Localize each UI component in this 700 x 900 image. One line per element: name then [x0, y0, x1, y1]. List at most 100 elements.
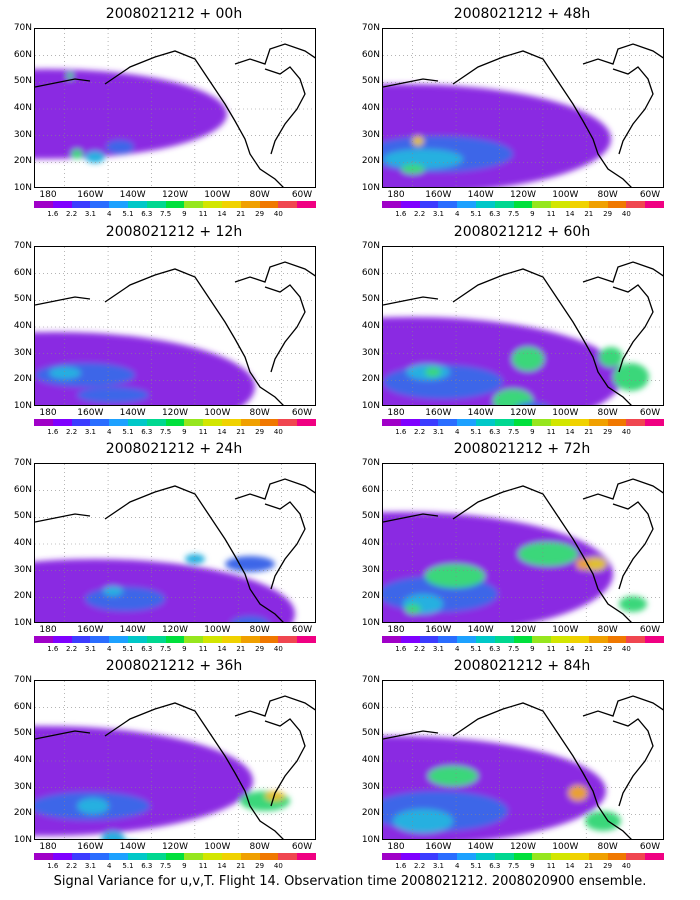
lon-tick-label: 60W: [639, 842, 661, 852]
colorbar-swatch: [297, 636, 316, 643]
colorbar-label: 4: [106, 210, 112, 218]
variance-field: [35, 29, 315, 187]
colorbar-label: 11: [198, 210, 208, 218]
colorbar-label: 29: [603, 428, 613, 436]
lon-tick-label: 100W: [204, 190, 231, 200]
lat-tick-label: 30N: [13, 129, 32, 140]
lon-tick-label: 180: [39, 190, 57, 200]
colorbar-label: 40: [621, 645, 631, 653]
colorbar-label: 21: [584, 862, 594, 870]
lon-tick-label: 160W: [77, 625, 104, 635]
map-area: [382, 246, 664, 406]
colorbar-label: 21: [236, 428, 246, 436]
variance-blob: [85, 587, 165, 611]
colorbar-label: 9: [182, 862, 187, 870]
colorbar-swatch: [240, 636, 260, 643]
lon-tick-label: 140W: [467, 842, 494, 852]
lat-tick-label: 20N: [13, 591, 32, 602]
colorbar-swatch: [127, 853, 147, 860]
map-area: [34, 680, 316, 840]
lon-tick-label: 120W: [161, 842, 189, 852]
colorbar-swatch: [551, 636, 570, 643]
lat-tick-label: 70N: [361, 458, 380, 468]
colorbar-label: 5.1: [470, 428, 482, 436]
colorbar-swatch: [588, 853, 608, 860]
colorbar-label: 2.2: [66, 210, 78, 218]
colorbar-label: 5.1: [122, 645, 134, 653]
colorbar-label: 6.3: [489, 645, 501, 653]
colorbar-label: 1.6: [47, 210, 59, 218]
variance-blob: [106, 140, 134, 154]
colorbar-label: 9: [182, 428, 187, 436]
lat-tick-label: 10N: [13, 401, 32, 411]
colorbar-label: 29: [255, 645, 265, 653]
lon-tick-label: 80W: [249, 625, 270, 635]
variance-blob: [428, 766, 478, 786]
colorbar-swatch: [109, 419, 128, 426]
lon-tick-label: 120W: [161, 625, 189, 635]
variance-field: [383, 464, 663, 622]
lat-tick-label: 60N: [361, 701, 380, 712]
colorbar-label: 1.6: [47, 862, 59, 870]
lat-tick-label: 70N: [361, 23, 380, 33]
variance-blob: [518, 542, 578, 566]
lat-tick-label: 40N: [361, 321, 380, 331]
colorbar-swatch: [626, 201, 646, 208]
lat-tick-label: 30N: [361, 781, 380, 792]
colorbar-swatch: [532, 853, 552, 860]
panel-title: 2008021212 + 84h: [453, 658, 591, 674]
colorbar-swatch: [127, 201, 147, 208]
coastline: [35, 296, 91, 306]
colorbar-swatch: [475, 853, 495, 860]
variance-blob: [71, 149, 83, 159]
colorbar-label: 11: [198, 862, 208, 870]
coastline: [383, 296, 439, 306]
colorbar-swatch: [184, 419, 204, 426]
colorbar-label: 4: [454, 862, 460, 870]
colorbar-swatch: [569, 201, 589, 208]
lon-tick-label: 180: [387, 625, 405, 635]
lon-tick-label: 120W: [509, 190, 537, 200]
colorbar-label: 21: [236, 862, 246, 870]
lat-tick-label: 70N: [13, 458, 32, 468]
map-panel: 2008021212 + 12h 70N 60N 50N 40N 30N 20N 10N 180…: [4, 218, 344, 443]
map-panel: 2008021212 + 60h 70N 60N 50N 40N 30N 20N 10N 180…: [352, 218, 692, 443]
lat-tick-label: 10N: [13, 183, 32, 193]
coastline: [383, 730, 439, 740]
variance-blob: [412, 136, 424, 146]
colorbar: [382, 201, 664, 208]
colorbar-label: 9: [530, 210, 535, 218]
coastline: [383, 513, 439, 523]
coastline: [452, 50, 632, 187]
lon-tick-label: 140W: [467, 190, 494, 200]
lat-tick-label: 70N: [13, 675, 32, 685]
colorbar-swatch: [221, 853, 241, 860]
lon-tick-label: 100W: [204, 408, 231, 418]
colorbar-swatch: [90, 201, 110, 208]
colorbar-label: 2.2: [414, 645, 426, 653]
colorbar-swatch: [457, 419, 476, 426]
variance-blob: [393, 809, 453, 833]
coastline: [582, 695, 663, 717]
colorbar-swatch: [382, 853, 401, 860]
colorbar-swatch: [400, 853, 420, 860]
coastline: [264, 501, 306, 590]
colorbar-label: 2.2: [414, 210, 426, 218]
colorbar-swatch: [52, 853, 72, 860]
colorbar-swatch: [109, 636, 128, 643]
coastline: [35, 513, 91, 523]
lat-tick-label: 50N: [361, 76, 380, 87]
colorbar-swatch: [607, 419, 627, 426]
coastline: [452, 268, 632, 405]
colorbar-swatch: [146, 636, 166, 643]
colorbar-swatch: [71, 636, 91, 643]
colorbar-labels: 1.6 2.2 3.1 4 5.1 6.3 7.5 9 11 14 21 29 40: [382, 427, 664, 437]
colorbar-label: 40: [273, 645, 283, 653]
colorbar-swatch: [494, 636, 514, 643]
colorbar-swatch: [382, 201, 401, 208]
lon-tick-label: 80W: [249, 842, 270, 852]
lat-tick-label: 50N: [361, 728, 380, 739]
colorbar-label: 7.5: [160, 645, 172, 653]
colorbar-swatch: [278, 419, 298, 426]
lat-tick-label: 50N: [361, 294, 380, 305]
